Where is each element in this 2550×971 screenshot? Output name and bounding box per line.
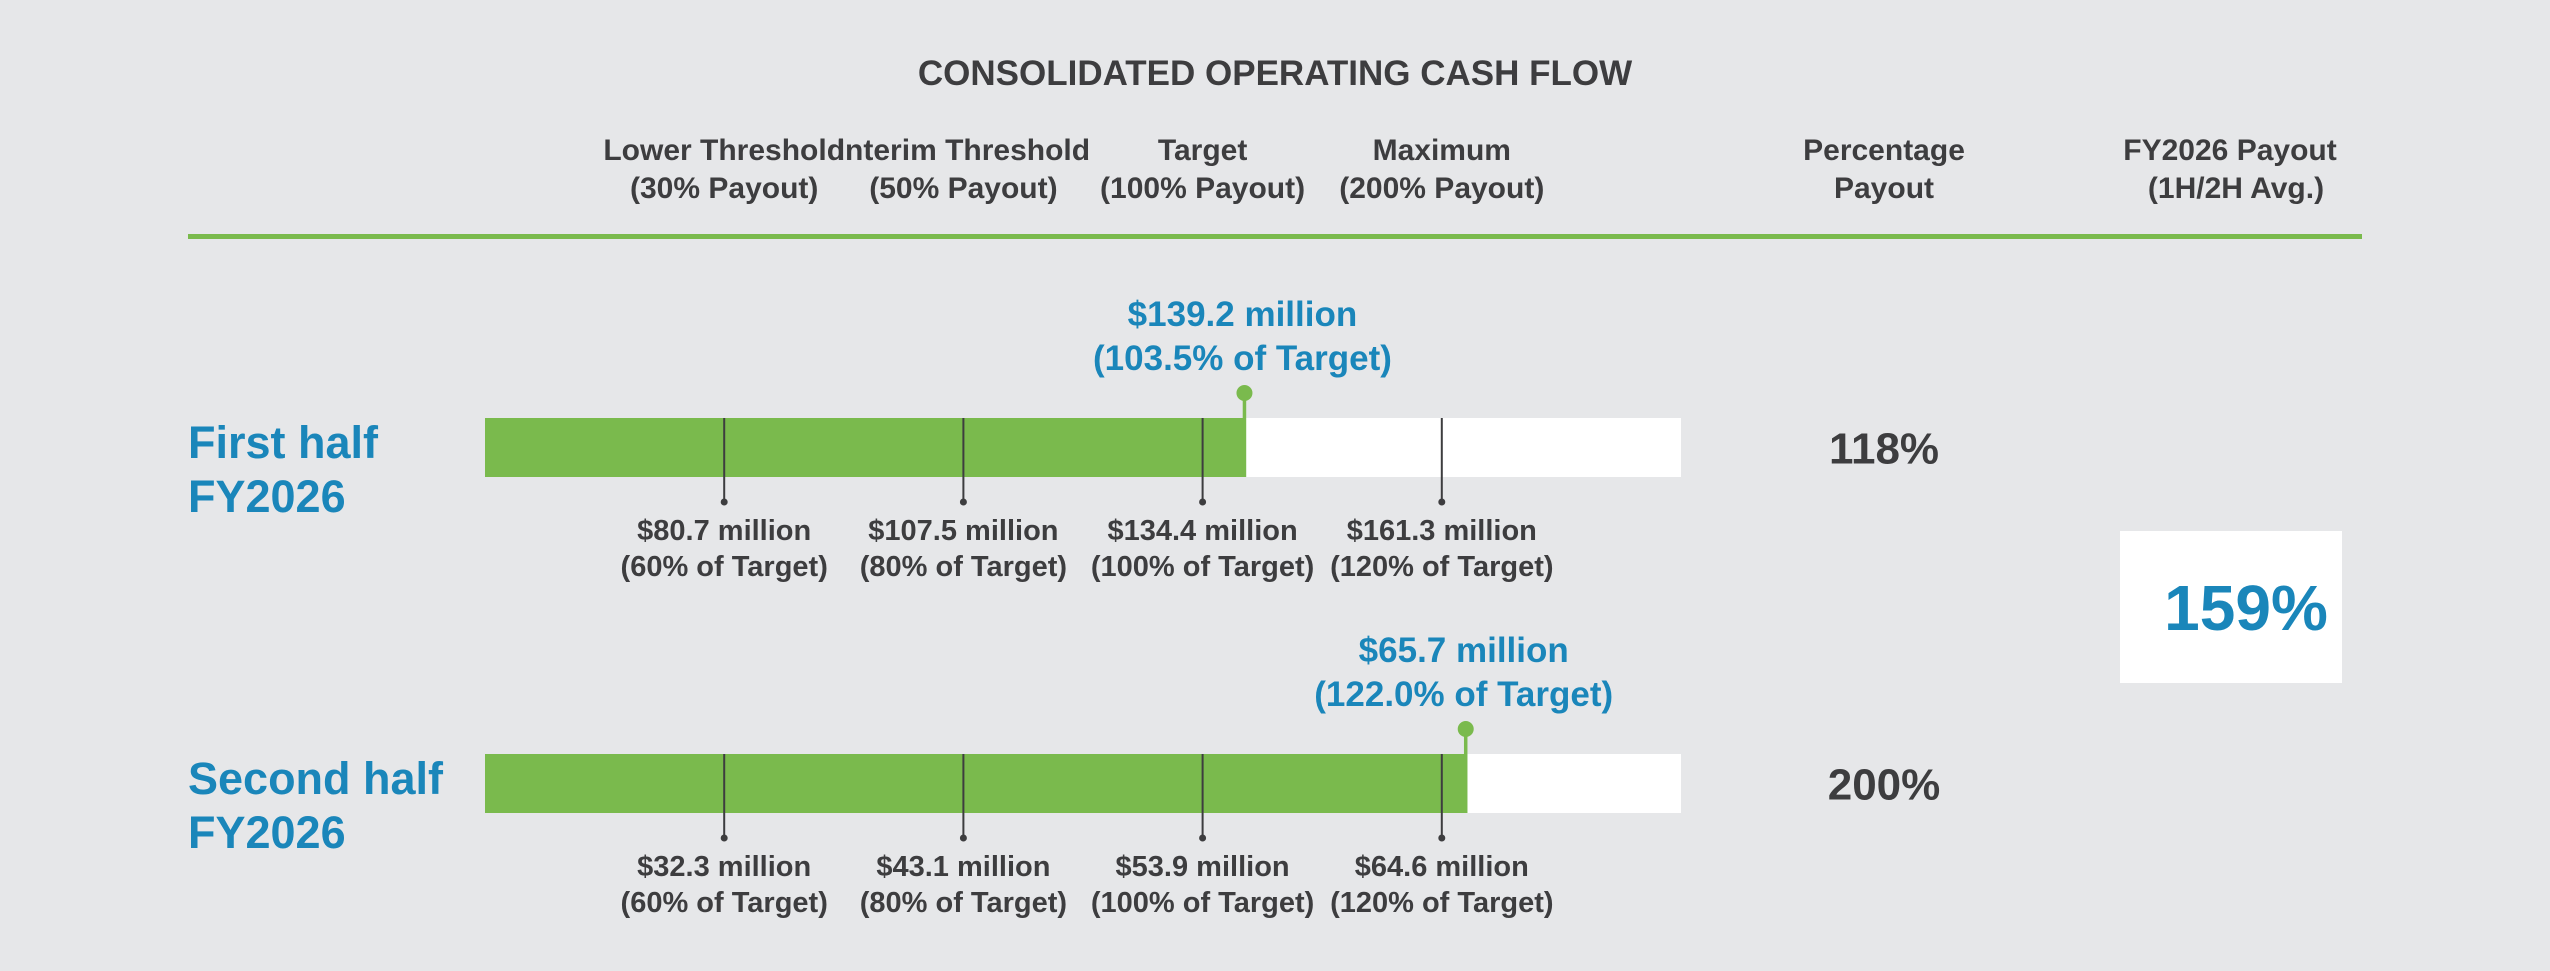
threshold-header-name: Target bbox=[1158, 134, 1247, 167]
bar-fill bbox=[485, 754, 1466, 813]
threshold-pct-label: (120% of Target) bbox=[1330, 551, 1553, 583]
row-label: FY2026 bbox=[188, 471, 346, 522]
row-label: Second half bbox=[188, 753, 444, 804]
percentage-payout-value: 118% bbox=[1829, 425, 1939, 474]
threshold-tick-dot bbox=[720, 498, 728, 506]
actual-marker-dot bbox=[1236, 385, 1253, 401]
threshold-header-payout: (30% Payout) bbox=[630, 172, 818, 205]
threshold-header-payout: (200% Payout) bbox=[1339, 172, 1544, 205]
threshold-header-payout: (50% Payout) bbox=[869, 172, 1057, 205]
threshold-value-label: $161.3 million bbox=[1347, 515, 1537, 547]
threshold-value-label: $80.7 million bbox=[637, 515, 811, 547]
actual-marker-dot bbox=[1457, 721, 1474, 737]
threshold-pct-label: (80% of Target) bbox=[860, 551, 1067, 583]
threshold-header-name: Maximum bbox=[1373, 134, 1511, 167]
threshold-tick-dot bbox=[1438, 834, 1446, 842]
threshold-value-label: $107.5 million bbox=[868, 515, 1058, 547]
threshold-value-label: $32.3 million bbox=[637, 851, 811, 883]
threshold-tick-dot bbox=[720, 834, 728, 842]
threshold-pct-label: (100% of Target) bbox=[1091, 887, 1314, 919]
actual-pct-label: (103.5% of Target) bbox=[1093, 339, 1392, 378]
threshold-value-label: $53.9 million bbox=[1116, 851, 1290, 883]
threshold-value-label: $43.1 million bbox=[876, 851, 1050, 883]
actual-value-label: $139.2 million bbox=[1128, 295, 1358, 334]
row-label: First half bbox=[188, 417, 379, 468]
actual-pct-label: (122.0% of Target) bbox=[1314, 675, 1613, 714]
threshold-header-name: Interim Threshold bbox=[837, 134, 1090, 167]
percentage-payout-value: 200% bbox=[1828, 761, 1941, 810]
threshold-tick-dot bbox=[959, 834, 967, 842]
fy-payout-header: FY2026 Payout bbox=[2123, 134, 2336, 167]
chart-title: CONSOLIDATED OPERATING CASH FLOW bbox=[918, 54, 1632, 93]
threshold-header-payout: (100% Payout) bbox=[1100, 172, 1305, 205]
fy-payout-box bbox=[2120, 531, 2342, 683]
percentage-payout-header: Payout bbox=[1834, 172, 1934, 205]
threshold-tick-dot bbox=[1199, 834, 1207, 842]
percentage-payout-header: Percentage bbox=[1803, 134, 1965, 167]
row-label: FY2026 bbox=[188, 807, 346, 858]
threshold-pct-label: (80% of Target) bbox=[860, 887, 1067, 919]
threshold-tick-dot bbox=[959, 498, 967, 506]
fy-payout-header: (1H/2H Avg.) bbox=[2148, 172, 2324, 205]
threshold-pct-label: (120% of Target) bbox=[1330, 887, 1553, 919]
threshold-tick-dot bbox=[1199, 498, 1207, 506]
threshold-pct-label: (100% of Target) bbox=[1091, 551, 1314, 583]
bar-fill bbox=[485, 418, 1245, 477]
threshold-tick-dot bbox=[1438, 498, 1446, 506]
threshold-pct-label: (60% of Target) bbox=[621, 551, 828, 583]
threshold-value-label: $64.6 million bbox=[1355, 851, 1529, 883]
threshold-value-label: $134.4 million bbox=[1107, 515, 1297, 547]
threshold-pct-label: (60% of Target) bbox=[621, 887, 828, 919]
fy-payout-value: 159% bbox=[2164, 572, 2328, 644]
actual-value-label: $65.7 million bbox=[1359, 631, 1569, 670]
threshold-header-name: Lower Threshold bbox=[603, 134, 845, 167]
header-divider bbox=[188, 234, 2362, 239]
